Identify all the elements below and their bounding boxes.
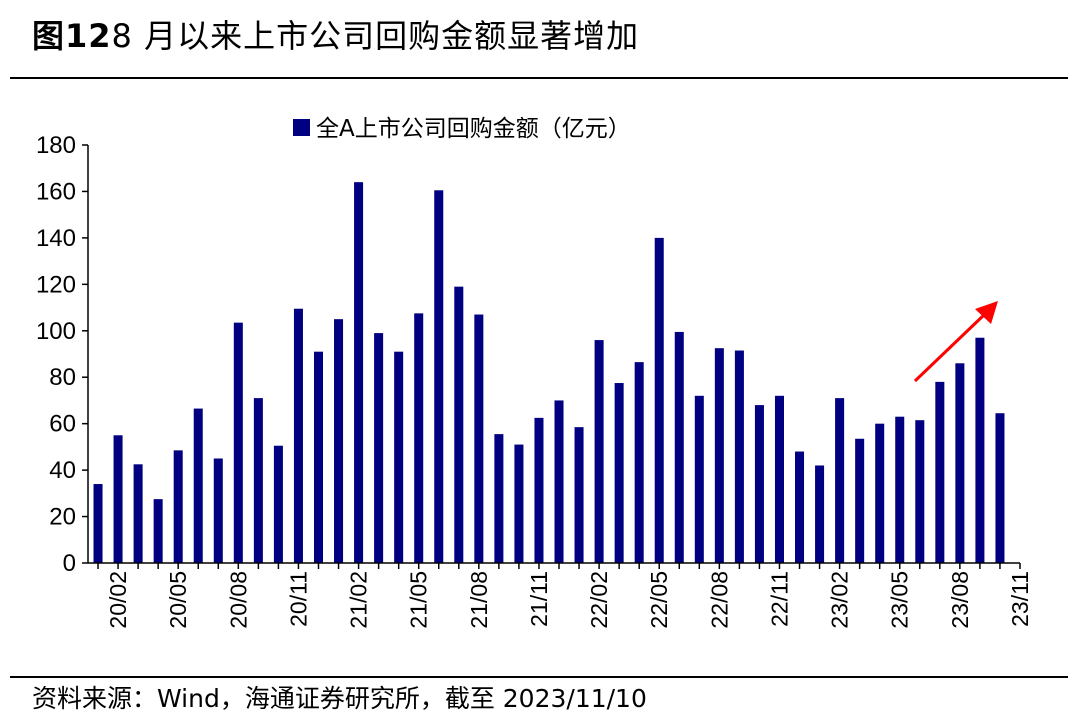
figure-number: 图12 <box>32 17 112 55</box>
bar-23/03 <box>855 438 865 563</box>
bar-23/05 <box>895 416 905 563</box>
bar-22/08 <box>714 348 724 563</box>
bar-21/03 <box>374 333 384 563</box>
bar-21/12 <box>554 400 564 563</box>
trend-arrow-shaft <box>913 312 987 383</box>
legend-swatch <box>293 119 310 136</box>
y-tick-label: 40 <box>49 457 76 484</box>
y-tick-label: 0 <box>63 550 76 577</box>
bar-20/11 <box>293 308 303 563</box>
bar-20/05 <box>173 450 183 563</box>
bar-22/03 <box>614 383 624 563</box>
x-tick-label: 23/05 <box>887 571 913 629</box>
bar-20/02 <box>113 435 123 563</box>
bar-21/07 <box>454 286 464 563</box>
y-tick-label: 80 <box>49 364 76 391</box>
bar-22/10 <box>754 405 764 563</box>
y-tick-label: 60 <box>49 411 76 438</box>
bar-22/07 <box>694 395 704 563</box>
bar-21/09 <box>494 434 504 563</box>
figure-title-text: 8 月以来上市公司回购金额显著增加 <box>111 17 640 55</box>
bar-20/07 <box>213 458 223 563</box>
bar-21/08 <box>474 314 484 563</box>
bar-20/03 <box>133 464 143 563</box>
bar-22/09 <box>734 350 744 563</box>
bar-23/07 <box>935 381 945 563</box>
bar-20/06 <box>193 408 203 563</box>
bar-series <box>93 182 1005 563</box>
y-tick-label: 120 <box>36 271 76 298</box>
bar-21/11 <box>534 417 544 563</box>
x-tick-label: 22/11 <box>766 571 792 627</box>
x-tick-label: 23/11 <box>1007 571 1033 627</box>
y-tick-label: 20 <box>49 504 76 531</box>
bar-22/12 <box>795 451 805 563</box>
bar-21/10 <box>514 444 524 563</box>
chart-legend: 全A上市公司回购金额（亿元） <box>293 116 631 142</box>
bar-23/04 <box>875 423 885 563</box>
bar-23/01 <box>815 465 825 563</box>
bar-21/04 <box>394 351 404 563</box>
trend-arrow-head <box>975 301 998 324</box>
bar-23/08 <box>955 363 965 563</box>
x-tick-label: 21/05 <box>406 571 432 629</box>
x-tick-label: 21/08 <box>466 571 492 629</box>
bar-20/10 <box>273 445 283 563</box>
bar-20/01 <box>93 484 103 563</box>
x-tick-label: 20/08 <box>225 571 251 629</box>
y-tick-label: 100 <box>36 318 76 345</box>
bar-21/02 <box>354 182 364 563</box>
x-tick-label: 20/02 <box>105 571 131 629</box>
bar-22/05 <box>654 237 664 563</box>
source-note: 资料来源：Wind，海通证券研究所，截至 2023/11/10 <box>32 684 647 713</box>
bar-chart: 全A上市公司回购金额（亿元） 020406080100120140160180 … <box>36 116 1033 629</box>
figure-title: 图128 月以来上市公司回购金额显著增加 <box>32 14 639 58</box>
bar-20/08 <box>233 322 243 563</box>
bar-23/10 <box>995 413 1005 563</box>
title-divider <box>10 77 1068 79</box>
y-tick-label: 140 <box>36 225 76 252</box>
y-tick-label: 160 <box>36 178 76 205</box>
y-tick-label: 180 <box>36 132 76 159</box>
legend-label: 全A上市公司回购金额（亿元） <box>316 116 631 142</box>
bar-22/06 <box>674 331 684 563</box>
bar-23/02 <box>835 398 845 563</box>
x-tick-label: 20/11 <box>285 571 311 627</box>
x-tick-label: 22/02 <box>586 571 612 629</box>
bar-22/11 <box>774 395 784 563</box>
x-tick-label: 20/05 <box>165 571 191 629</box>
x-axis: 20/02 20/05 20/08 20/11 21/02 21/05 21/08 21/11… <box>88 562 1033 629</box>
x-tick-label: 23/02 <box>827 571 853 629</box>
x-tick-label: 21/11 <box>526 571 552 627</box>
bar-23/09 <box>975 337 985 563</box>
source-divider <box>10 676 1068 678</box>
bar-20/12 <box>313 351 323 563</box>
bar-21/01 <box>334 319 344 563</box>
y-axis: 0 20 40 60 80 100 120 140 160 180 <box>36 132 89 577</box>
x-tick-label: 21/02 <box>346 571 372 629</box>
bar-23/06 <box>915 420 925 563</box>
x-tick-label: 22/08 <box>706 571 732 629</box>
trend-arrow-annotation <box>913 301 998 383</box>
x-tick-label: 22/05 <box>646 571 672 629</box>
bar-22/01 <box>574 427 584 563</box>
bar-22/02 <box>594 340 604 563</box>
bar-20/04 <box>153 499 163 563</box>
bar-21/06 <box>434 190 444 563</box>
bar-20/09 <box>253 398 263 563</box>
bar-22/04 <box>634 362 644 563</box>
bar-21/05 <box>414 313 424 563</box>
x-tick-label: 23/08 <box>947 571 973 629</box>
